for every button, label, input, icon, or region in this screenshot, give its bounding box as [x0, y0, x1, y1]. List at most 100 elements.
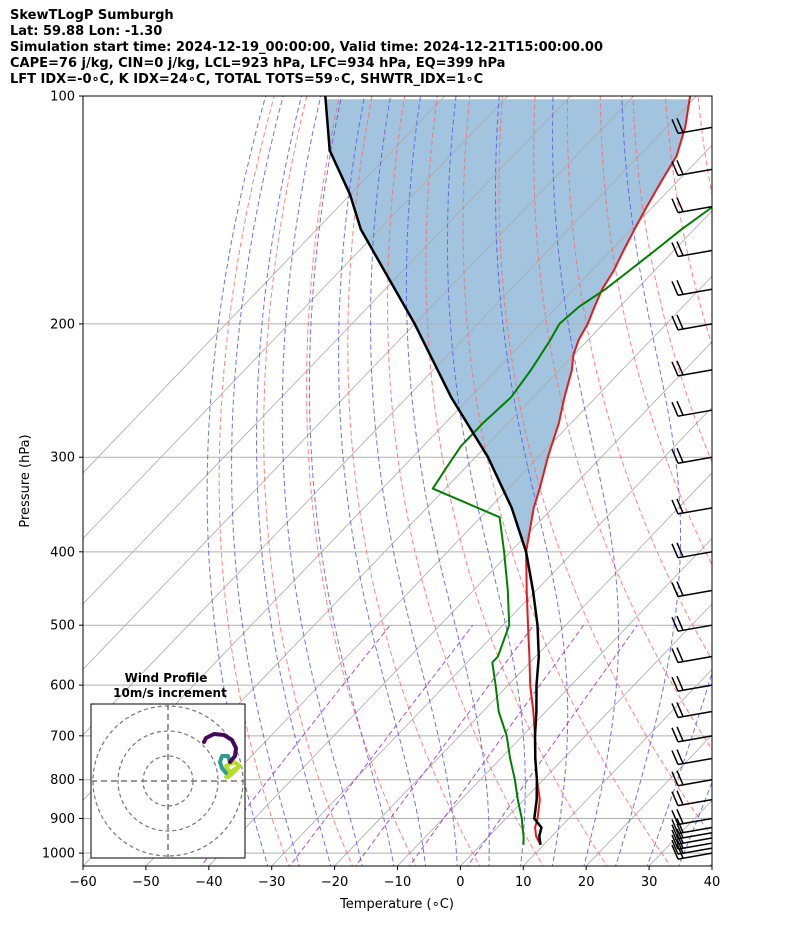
- isotherm-line: [83, 96, 446, 474]
- wind-barb: [671, 279, 713, 297]
- y-tick-label: 1000: [42, 847, 75, 862]
- isotherm-line: [396, 537, 712, 866]
- time-line: Simulation start time: 2024-12-19_00:00:…: [10, 40, 603, 55]
- location-line: Lat: 59.88 Lon: -1.30: [10, 24, 163, 39]
- mixing-ratio-line: [408, 624, 585, 866]
- moist-adiabat: [231, 96, 300, 866]
- mixing-ratio-line: [289, 624, 474, 866]
- isotherm-line: [271, 406, 712, 866]
- dry-adiabat: [664, 96, 712, 347]
- index-line: LFT IDX=-0∘C, K IDX=24∘C, TOTAL TOTS=59∘…: [10, 72, 484, 87]
- x-axis-label: Temperature (∘C): [339, 897, 454, 912]
- wind-barb: [671, 118, 713, 135]
- wind-barb: [671, 498, 713, 515]
- dry-adiabat: [462, 96, 672, 866]
- x-tick-label: 40: [704, 875, 721, 890]
- dry-adiabat: [729, 79, 794, 869]
- x-tick-label: 10: [515, 875, 532, 890]
- dry-adiabat: [632, 96, 712, 464]
- y-tick-label: 700: [50, 729, 75, 744]
- wind-barb: [671, 833, 713, 850]
- wind-barb: [671, 823, 713, 840]
- wind-barb: [671, 828, 713, 845]
- wind-barb: [671, 197, 713, 214]
- moist-adiabat: [256, 96, 332, 866]
- isotherm-line: [145, 275, 712, 866]
- wind-barb: [671, 749, 713, 766]
- wind-barb: [671, 241, 713, 258]
- dry-adiabat: [425, 96, 608, 866]
- hodograph-plot: [91, 704, 245, 858]
- dry-adiabat: [347, 96, 481, 866]
- dry-adiabat: [263, 96, 354, 866]
- x-tick-label: −50: [132, 875, 159, 890]
- hodograph-title: Wind Profile: [125, 671, 208, 685]
- y-tick-label: 500: [50, 619, 75, 634]
- dry-adiabat: [498, 96, 712, 838]
- hodograph-trace: [224, 760, 242, 779]
- moist-adiabat: [370, 96, 458, 866]
- wind-barb: [671, 726, 713, 743]
- moist-adiabat: [552, 96, 620, 866]
- moist-adiabat: [740, 96, 794, 869]
- moist-adiabat: [709, 860, 712, 866]
- wind-barb: [671, 160, 713, 177]
- wind-barb: [671, 809, 713, 826]
- wind-barb: [671, 675, 713, 692]
- isotherm-line: [83, 96, 635, 671]
- wind-barb: [671, 770, 713, 787]
- x-tick-label: −20: [321, 875, 348, 890]
- wind-barb: [671, 790, 713, 807]
- y-tick-label: 800: [50, 773, 75, 788]
- moist-adiabat: [646, 96, 712, 866]
- moist-adiabat: [447, 96, 526, 866]
- moist-adiabat: [678, 781, 712, 866]
- x-tick-label: −60: [69, 875, 96, 890]
- hodograph-subtitle: 10m/s increment: [113, 686, 227, 700]
- moist-adiabat: [495, 96, 569, 866]
- x-tick-label: 0: [456, 875, 464, 890]
- y-tick-label: 300: [50, 451, 75, 466]
- x-tick-label: −30: [258, 875, 285, 890]
- cape-shading: [325, 99, 690, 552]
- parcel-profile-line: [324, 96, 543, 845]
- moist-adiabat: [281, 96, 363, 866]
- mixing-ratio-line: [467, 624, 638, 866]
- y-tick-label: 400: [50, 545, 75, 560]
- wind-barb: [671, 581, 713, 598]
- x-tick-label: 20: [578, 875, 595, 890]
- hodograph-ring: [117, 730, 219, 832]
- wind-barb: [671, 838, 713, 855]
- isotherm-line: [83, 96, 509, 539]
- wind-barb: [671, 843, 713, 860]
- isotherm-line: [648, 799, 712, 866]
- dry-adiabat: [218, 96, 290, 866]
- wind-barb: [671, 702, 713, 719]
- hodograph-trace: [202, 732, 238, 764]
- wind-barb: [671, 447, 713, 464]
- wind-barb: [671, 314, 713, 331]
- isotherm-line: [585, 734, 712, 866]
- isotherm-line: [83, 96, 697, 736]
- moist-adiabat: [405, 96, 490, 866]
- wind-barb: [671, 542, 713, 559]
- cape-line: CAPE=76 j/kg, CIN=0 j/kg, LCL=923 hPa, L…: [10, 56, 506, 71]
- wind-barb: [671, 615, 713, 632]
- chart-header: SkewTLogP Sumburgh Lat: 59.88 Lon: -1.30…: [10, 8, 603, 88]
- chart-title: SkewTLogP Sumburgh: [10, 8, 174, 23]
- mixing-ratio-line: [354, 624, 535, 866]
- x-tick-label: −40: [195, 875, 222, 890]
- isotherm-line: [334, 472, 712, 866]
- isotherm-line: [208, 341, 712, 866]
- x-tick-label: 30: [641, 875, 658, 890]
- wind-barb: [671, 647, 713, 664]
- isotherm-line: [711, 865, 712, 866]
- y-tick-label: 600: [50, 679, 75, 694]
- dewpoint-profile-line: [431, 205, 712, 845]
- wind-barb: [671, 360, 713, 377]
- moist-adiabat: [308, 96, 395, 866]
- dry-adiabat: [566, 96, 712, 661]
- wind-barb: [671, 400, 713, 417]
- dry-adiabat: [761, 79, 794, 869]
